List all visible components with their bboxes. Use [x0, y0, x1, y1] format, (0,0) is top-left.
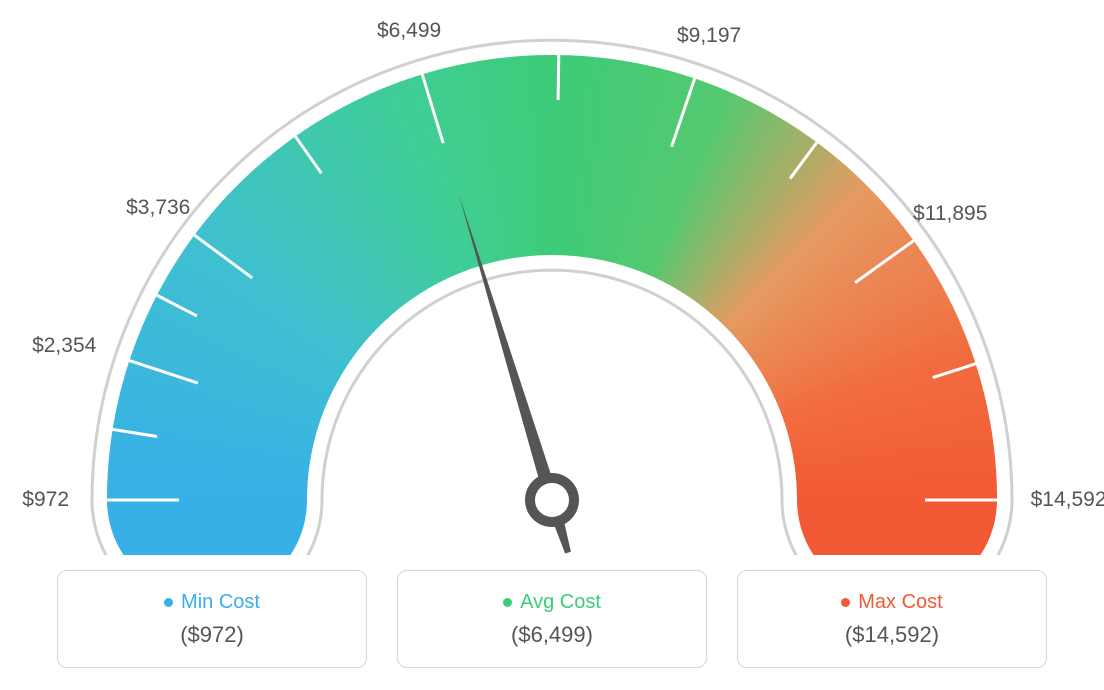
- dot-icon-min: [164, 598, 173, 607]
- legend-card-avg: Avg Cost ($6,499): [397, 570, 707, 668]
- gauge-tick-label: $972: [22, 488, 69, 512]
- legend-title-max: Max Cost: [841, 591, 942, 614]
- legend-title-text: Max Cost: [858, 591, 942, 614]
- legend-value-min: ($972): [180, 622, 244, 648]
- dot-icon-avg: [503, 598, 512, 607]
- gauge-tick-label: $14,592: [1031, 488, 1104, 512]
- legend-title-min: Min Cost: [164, 591, 260, 614]
- gauge-tick-label: $6,499: [377, 19, 441, 43]
- legend-card-max: Max Cost ($14,592): [737, 570, 1047, 668]
- gauge-tick-label: $2,354: [32, 334, 96, 358]
- legend-title-avg: Avg Cost: [503, 591, 601, 614]
- gauge-chart: $972 $2,354 $3,736 $6,499 $9,197 $11,895 $14,5…: [0, 0, 1104, 555]
- legend-title-text: Avg Cost: [520, 591, 601, 614]
- legend-title-text: Min Cost: [181, 591, 260, 614]
- gauge-tick-label: $11,895: [913, 202, 987, 226]
- legend-value-avg: ($6,499): [511, 622, 593, 648]
- gauge-svg: [0, 0, 1104, 555]
- legend-value-max: ($14,592): [845, 622, 939, 648]
- dot-icon-max: [841, 598, 850, 607]
- legend-card-min: Min Cost ($972): [57, 570, 367, 668]
- gauge-tick-label: $9,197: [677, 24, 741, 48]
- gauge-tick-label: $3,736: [126, 196, 190, 220]
- legend-row: Min Cost ($972) Avg Cost ($6,499) Max Co…: [0, 570, 1104, 668]
